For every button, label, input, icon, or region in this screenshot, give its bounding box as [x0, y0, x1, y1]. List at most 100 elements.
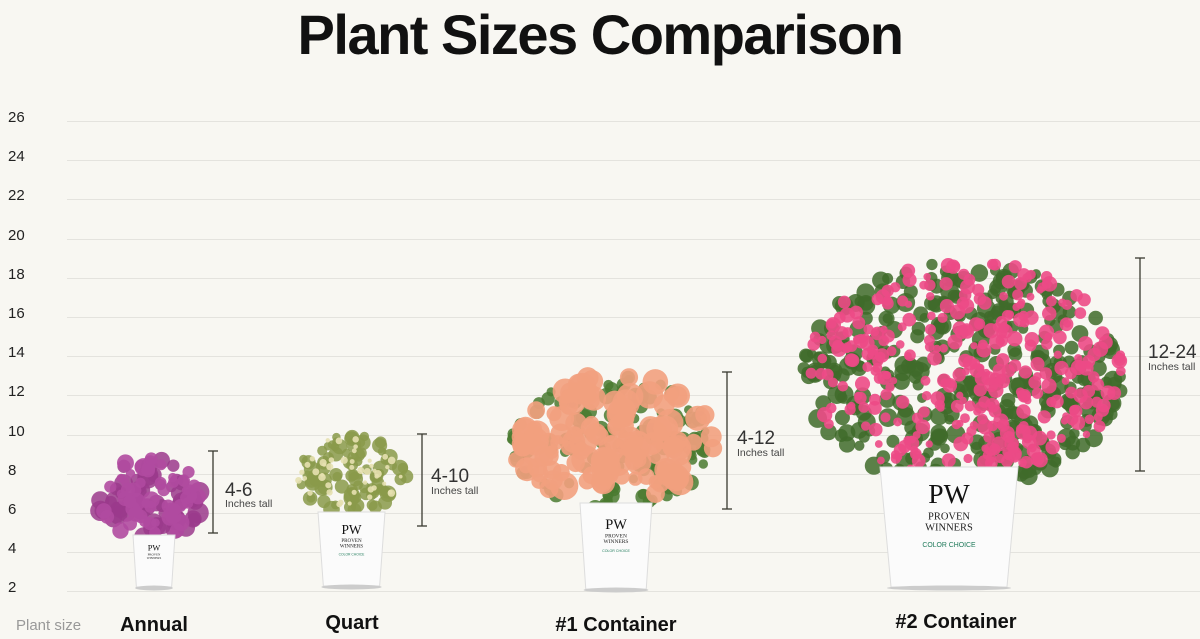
leaf — [637, 489, 649, 500]
flower — [116, 454, 134, 472]
flower — [927, 350, 942, 366]
y-tick-label: 6 — [8, 501, 17, 518]
flower — [1026, 292, 1035, 301]
flower — [522, 439, 551, 468]
flower — [889, 377, 898, 385]
y-tick-label: 18 — [8, 265, 25, 283]
leaf — [908, 370, 923, 384]
flower — [960, 413, 970, 424]
unit-2-container: Inches tall — [1148, 361, 1196, 373]
leaf — [854, 440, 865, 451]
range-quart: 4-10 — [431, 466, 470, 487]
flower — [133, 509, 148, 524]
leaf — [332, 471, 342, 482]
flower — [925, 292, 935, 301]
y-tick-label: 22 — [8, 187, 25, 205]
flower — [871, 328, 880, 337]
leaf — [910, 329, 925, 344]
flower — [349, 459, 355, 465]
leaf — [970, 264, 989, 282]
flower — [363, 467, 371, 476]
flower — [817, 353, 828, 364]
range-1-container: 4-12 — [737, 428, 776, 449]
flower — [1097, 398, 1111, 413]
gridline — [67, 199, 1200, 201]
y-tick-label: 14 — [8, 344, 25, 362]
leaf — [334, 479, 349, 494]
leaf — [820, 423, 837, 441]
flower — [374, 473, 380, 479]
flower — [337, 499, 344, 506]
flower — [902, 312, 917, 327]
flower — [542, 470, 563, 491]
flower — [826, 318, 837, 329]
flower — [999, 291, 1009, 301]
flower — [1039, 367, 1053, 380]
flower — [894, 453, 903, 461]
pot — [132, 534, 176, 588]
flower — [977, 339, 988, 350]
pot-logo-line2: WINNERS — [925, 523, 973, 534]
flower — [362, 480, 368, 485]
flower — [125, 469, 136, 479]
flower — [1020, 455, 1033, 469]
flower — [869, 422, 883, 437]
flower — [925, 440, 933, 448]
pot-shadow — [321, 584, 382, 590]
flower — [1054, 360, 1069, 376]
flower — [815, 368, 827, 380]
flower — [998, 323, 1013, 339]
flower — [831, 341, 847, 357]
leaf — [372, 437, 388, 454]
leaf — [353, 480, 363, 490]
flower — [304, 461, 311, 468]
flower — [1042, 279, 1052, 289]
flower — [911, 412, 923, 424]
flower — [839, 307, 855, 323]
flower — [897, 322, 907, 332]
flower — [952, 368, 966, 382]
flower — [1038, 324, 1055, 341]
flower — [872, 362, 883, 373]
flower — [881, 297, 894, 310]
flower — [973, 318, 986, 330]
category-1-container: #1 Container — [555, 614, 677, 636]
category-annual: Annual — [120, 614, 188, 636]
flower — [1018, 365, 1033, 379]
flower — [340, 456, 348, 464]
flower — [910, 445, 919, 455]
flower — [962, 355, 978, 371]
flower — [921, 390, 932, 401]
flower — [352, 436, 359, 443]
flower — [638, 468, 655, 485]
flower — [1082, 384, 1096, 398]
flower — [854, 376, 871, 392]
flower — [953, 436, 969, 452]
leaf — [1077, 372, 1091, 387]
flower — [527, 421, 542, 436]
flower — [924, 279, 936, 291]
leaf — [926, 258, 938, 271]
flower — [312, 468, 320, 476]
leaf — [892, 372, 910, 390]
unit-quart: Inches tall — [431, 485, 479, 497]
leaf — [878, 310, 895, 327]
flower — [353, 444, 358, 449]
flower — [862, 362, 873, 372]
flower — [939, 299, 955, 314]
pot — [579, 502, 653, 590]
flower — [1100, 385, 1116, 401]
flower — [1028, 375, 1042, 389]
pot-logo-line1: PROVEN — [341, 538, 362, 544]
flower — [923, 272, 931, 281]
flower — [527, 401, 546, 420]
flower — [1061, 299, 1073, 311]
flower — [951, 419, 962, 430]
flower — [591, 470, 616, 495]
leaf — [1001, 393, 1016, 408]
flower — [325, 438, 330, 443]
flower — [973, 407, 982, 416]
category-2-container: #2 Container — [895, 611, 1017, 633]
flower — [964, 400, 976, 412]
leaf — [1064, 340, 1079, 355]
